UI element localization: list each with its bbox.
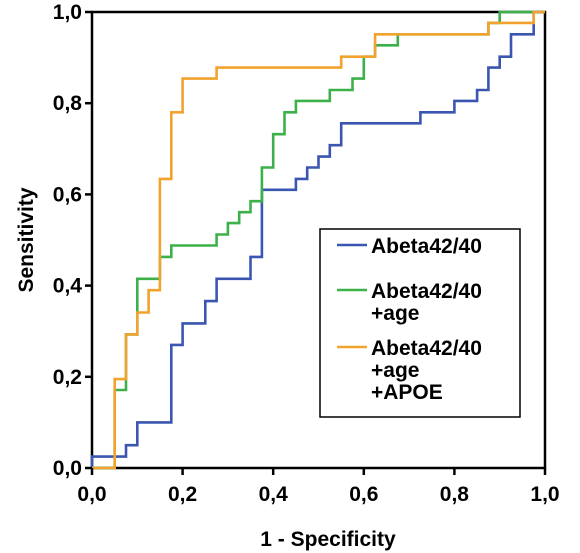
plot-frame [90, 10, 547, 470]
y-tick-label: 0,6 [53, 183, 82, 206]
x-axis-ticks: 0,0 0,2 0,4 0,6 0,8 1,0 [77, 468, 560, 506]
legend-label-2: Abeta42/40 +age [371, 280, 482, 325]
y-tick-label: 0,8 [53, 92, 83, 115]
x-tick-label: 1,0 [530, 483, 559, 506]
x-tick-label: 0,4 [259, 483, 289, 506]
x-tick-label: 0,6 [349, 483, 378, 506]
y-axis-title: Sensitivity [15, 187, 38, 292]
series-line-1 [90, 10, 545, 468]
x-tick-label: 0,0 [77, 483, 106, 506]
legend-label-1: Abeta42/40 [371, 235, 482, 258]
y-tick-label: 0,0 [53, 457, 82, 480]
y-tick-label: 0,2 [53, 366, 82, 389]
series-line-3 [92, 10, 545, 470]
series-line-2 [92, 10, 545, 470]
y-axis-ticks: 0,0 0,2 0,4 0,6 0,8 1,0 [53, 1, 92, 480]
plot-area [90, 10, 547, 470]
legend-label-3: Abeta42/40 +age +APOE [371, 337, 482, 404]
y-tick-label: 0,4 [53, 275, 83, 298]
legend: Abeta42/40 Abeta42/40 +age Abeta42/40 +age +A… [319, 228, 521, 418]
y-tick-label: 1,0 [53, 1, 82, 24]
legend-box [319, 228, 521, 418]
x-tick-label: 0,2 [168, 483, 197, 506]
x-axis-title: 1 - Specificity [260, 528, 396, 551]
x-tick-label: 0,8 [440, 483, 470, 506]
